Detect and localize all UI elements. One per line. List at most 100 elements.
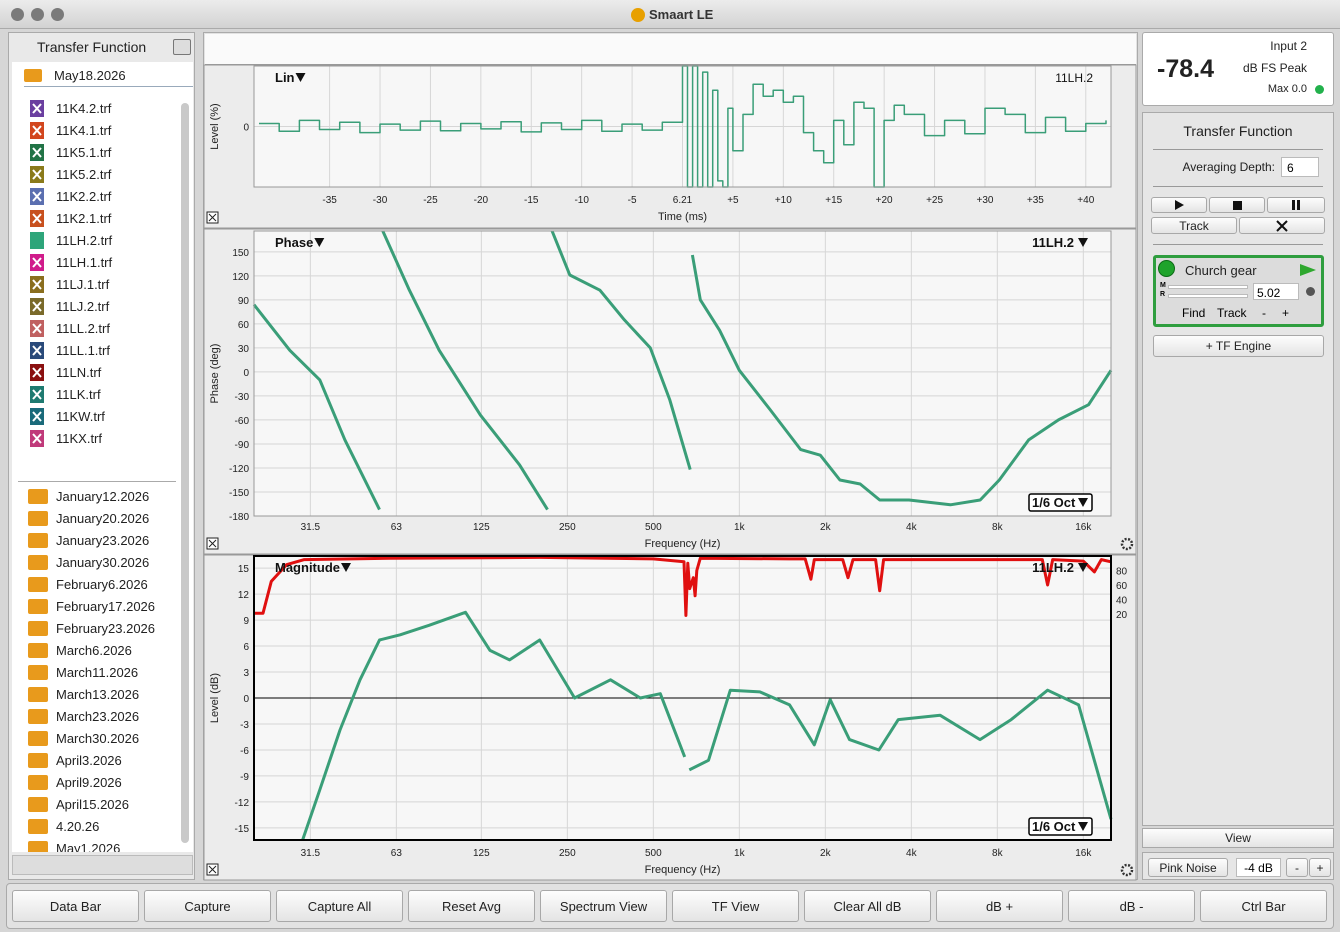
generator-level[interactable]: -4 dB: [1236, 858, 1281, 877]
toolbar-button[interactable]: Capture: [144, 890, 271, 922]
resolution-box[interactable]: [1028, 817, 1093, 836]
x-tick-label: +15: [825, 195, 842, 206]
folder-row[interactable]: February23.2026: [24, 617, 155, 639]
file-row[interactable]: 11KX.trf: [24, 427, 102, 449]
folder-name: February23.2026: [56, 620, 156, 636]
file-row[interactable]: 11LN.trf: [24, 361, 101, 383]
stop-icon: [1232, 200, 1242, 210]
folder-row[interactable]: February17.2026: [24, 595, 155, 617]
input-select[interactable]: Input 2: [1270, 39, 1307, 53]
panel-title: Transfer Function: [1183, 123, 1293, 139]
file-row[interactable]: 11K2.1.trf: [24, 207, 111, 229]
file-icon-mark: [32, 190, 42, 202]
delay-input[interactable]: 5.02: [1253, 283, 1299, 300]
generator-button[interactable]: Pink Noise: [1148, 858, 1228, 877]
toolbar-button[interactable]: TF View: [672, 890, 799, 922]
folder-row[interactable]: March13.2026: [24, 683, 139, 705]
toolbar-button[interactable]: Reset Avg: [408, 890, 535, 922]
resolution-box[interactable]: [1028, 493, 1093, 512]
folder-row[interactable]: April9.2026: [24, 771, 122, 793]
folder-name[interactable]: May18.2026: [54, 67, 126, 83]
folder-row[interactable]: January20.2026: [24, 507, 149, 529]
level-minus[interactable]: -: [1286, 858, 1308, 877]
resolution-label: 1/6 Oct: [1032, 819, 1076, 834]
file-icon: [30, 99, 44, 117]
toolbar-button[interactable]: Spectrum View: [540, 890, 667, 922]
minimize-button[interactable]: [31, 8, 44, 21]
folder-row[interactable]: February6.2026: [24, 573, 148, 595]
toolbar-button[interactable]: Capture All: [276, 890, 403, 922]
folder-row[interactable]: March23.2026: [24, 705, 139, 727]
file-row[interactable]: 11KW.trf: [24, 405, 105, 427]
engine-play[interactable]: [1300, 264, 1316, 276]
file-row[interactable]: 11LL.1.trf: [24, 339, 110, 361]
folder-row[interactable]: January30.2026: [24, 551, 149, 573]
tools-button[interactable]: [1239, 217, 1325, 234]
file-row[interactable]: 11LH.2.trf: [24, 229, 112, 251]
x-tick-label: 8k: [992, 522, 1004, 533]
folder-row[interactable]: April15.2026: [24, 793, 129, 815]
settings-gear[interactable]: [1120, 863, 1134, 877]
toolbar-button[interactable]: Ctrl Bar: [1200, 890, 1327, 922]
toolbar-button[interactable]: Data Bar: [12, 890, 139, 922]
track-delay-button[interactable]: Track: [1217, 306, 1247, 320]
folder-row[interactable]: January23.2026: [24, 529, 149, 551]
settings-gear[interactable]: [1120, 537, 1134, 551]
engine-on[interactable]: [1158, 260, 1175, 277]
toolbar-button[interactable]: Clear All dB: [804, 890, 931, 922]
file-row[interactable]: 11LJ.2.trf: [24, 295, 109, 317]
file-row[interactable]: 11LH.1.trf: [24, 251, 112, 273]
file-icon: [30, 187, 44, 205]
app-icon: [631, 8, 645, 22]
delay-plus[interactable]: +: [1282, 306, 1290, 320]
folder-row[interactable]: March11.2026: [24, 661, 138, 683]
track-button[interactable]: Track: [1151, 217, 1237, 234]
toolbar-button[interactable]: dB +: [936, 890, 1063, 922]
x-tick-label: 63: [391, 522, 403, 533]
file-row[interactable]: 11K4.2.trf: [24, 97, 111, 119]
file-row[interactable]: 11K2.2.trf: [24, 185, 111, 207]
x-tick-label: 1k: [734, 522, 746, 533]
close-button[interactable]: [11, 8, 24, 21]
toolbar-button[interactable]: dB -: [1068, 890, 1195, 922]
folder-row[interactable]: March30.2026: [24, 727, 139, 749]
separator: [1153, 244, 1323, 245]
x-tick-label: -20: [474, 195, 489, 206]
folder-row[interactable]: March6.2026: [24, 639, 132, 661]
x-tick-label: 500: [645, 848, 662, 859]
find-button[interactable]: Find: [1182, 306, 1206, 320]
pause-button[interactable]: [1267, 197, 1325, 213]
scrollbar[interactable]: [181, 103, 189, 843]
menu-button[interactable]: [173, 39, 191, 55]
sidebar-footer: [12, 855, 193, 875]
zoom-button[interactable]: [51, 8, 64, 21]
folder-row[interactable]: May1.2026: [24, 837, 120, 852]
meter-unit[interactable]: dB FS Peak: [1242, 61, 1307, 75]
file-row[interactable]: 11K4.1.trf: [24, 119, 111, 141]
view-button[interactable]: View: [1142, 828, 1334, 848]
file-row[interactable]: 11LL.2.trf: [24, 317, 110, 339]
folder-row[interactable]: 4.20.26: [24, 815, 99, 837]
y-tick-label: 0: [243, 368, 249, 379]
file-row[interactable]: 11K5.2.trf: [24, 163, 111, 185]
x-tick-label: +25: [926, 195, 943, 206]
file-row[interactable]: 11LJ.1.trf: [24, 273, 109, 295]
level-plus[interactable]: +: [1309, 858, 1331, 877]
y-tick-label: 90: [238, 296, 250, 307]
file-row[interactable]: 11LK.trf: [24, 383, 101, 405]
stop-button[interactable]: [1209, 197, 1265, 213]
file-icon-mark: [32, 432, 42, 444]
folder-row[interactable]: January12.2026: [24, 485, 149, 507]
delay-minus[interactable]: -: [1262, 306, 1266, 320]
add-engine-button[interactable]: + TF Engine: [1153, 335, 1324, 357]
play-button[interactable]: [1151, 197, 1207, 213]
plot-frame: [253, 230, 1112, 517]
averaging-select[interactable]: 6: [1281, 157, 1319, 177]
folder-icon: [28, 752, 48, 768]
folder-row[interactable]: April3.2026: [24, 749, 122, 771]
file-row[interactable]: 11K5.1.trf: [24, 141, 111, 163]
x-tick-label: -15: [524, 195, 539, 206]
data-line: [252, 230, 1113, 511]
x-tick-label: +10: [775, 195, 792, 206]
